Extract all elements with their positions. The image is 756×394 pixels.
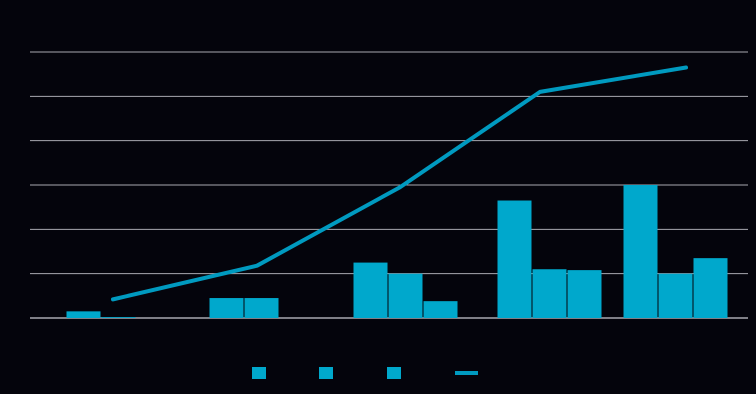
bar: [567, 270, 602, 318]
bar: [423, 301, 458, 318]
bar: [353, 262, 388, 318]
bar: [209, 298, 244, 318]
legend-swatch-bar: [387, 367, 401, 379]
legend-swatch-bar: [252, 367, 266, 379]
bar: [623, 185, 658, 318]
bar: [101, 317, 136, 318]
line-series: [111, 65, 688, 302]
bar: [244, 298, 279, 318]
legend: [252, 367, 478, 379]
bar: [532, 269, 567, 318]
bar: [66, 311, 101, 318]
bar: [388, 273, 423, 318]
bar: [658, 273, 693, 318]
bar: [497, 200, 532, 318]
legend-swatch-bar: [319, 367, 333, 379]
series-line: [111, 65, 688, 302]
bars: [66, 185, 728, 318]
bar: [693, 258, 728, 318]
